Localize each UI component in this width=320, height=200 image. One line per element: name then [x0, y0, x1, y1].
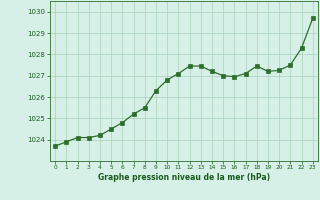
X-axis label: Graphe pression niveau de la mer (hPa): Graphe pression niveau de la mer (hPa)	[98, 173, 270, 182]
